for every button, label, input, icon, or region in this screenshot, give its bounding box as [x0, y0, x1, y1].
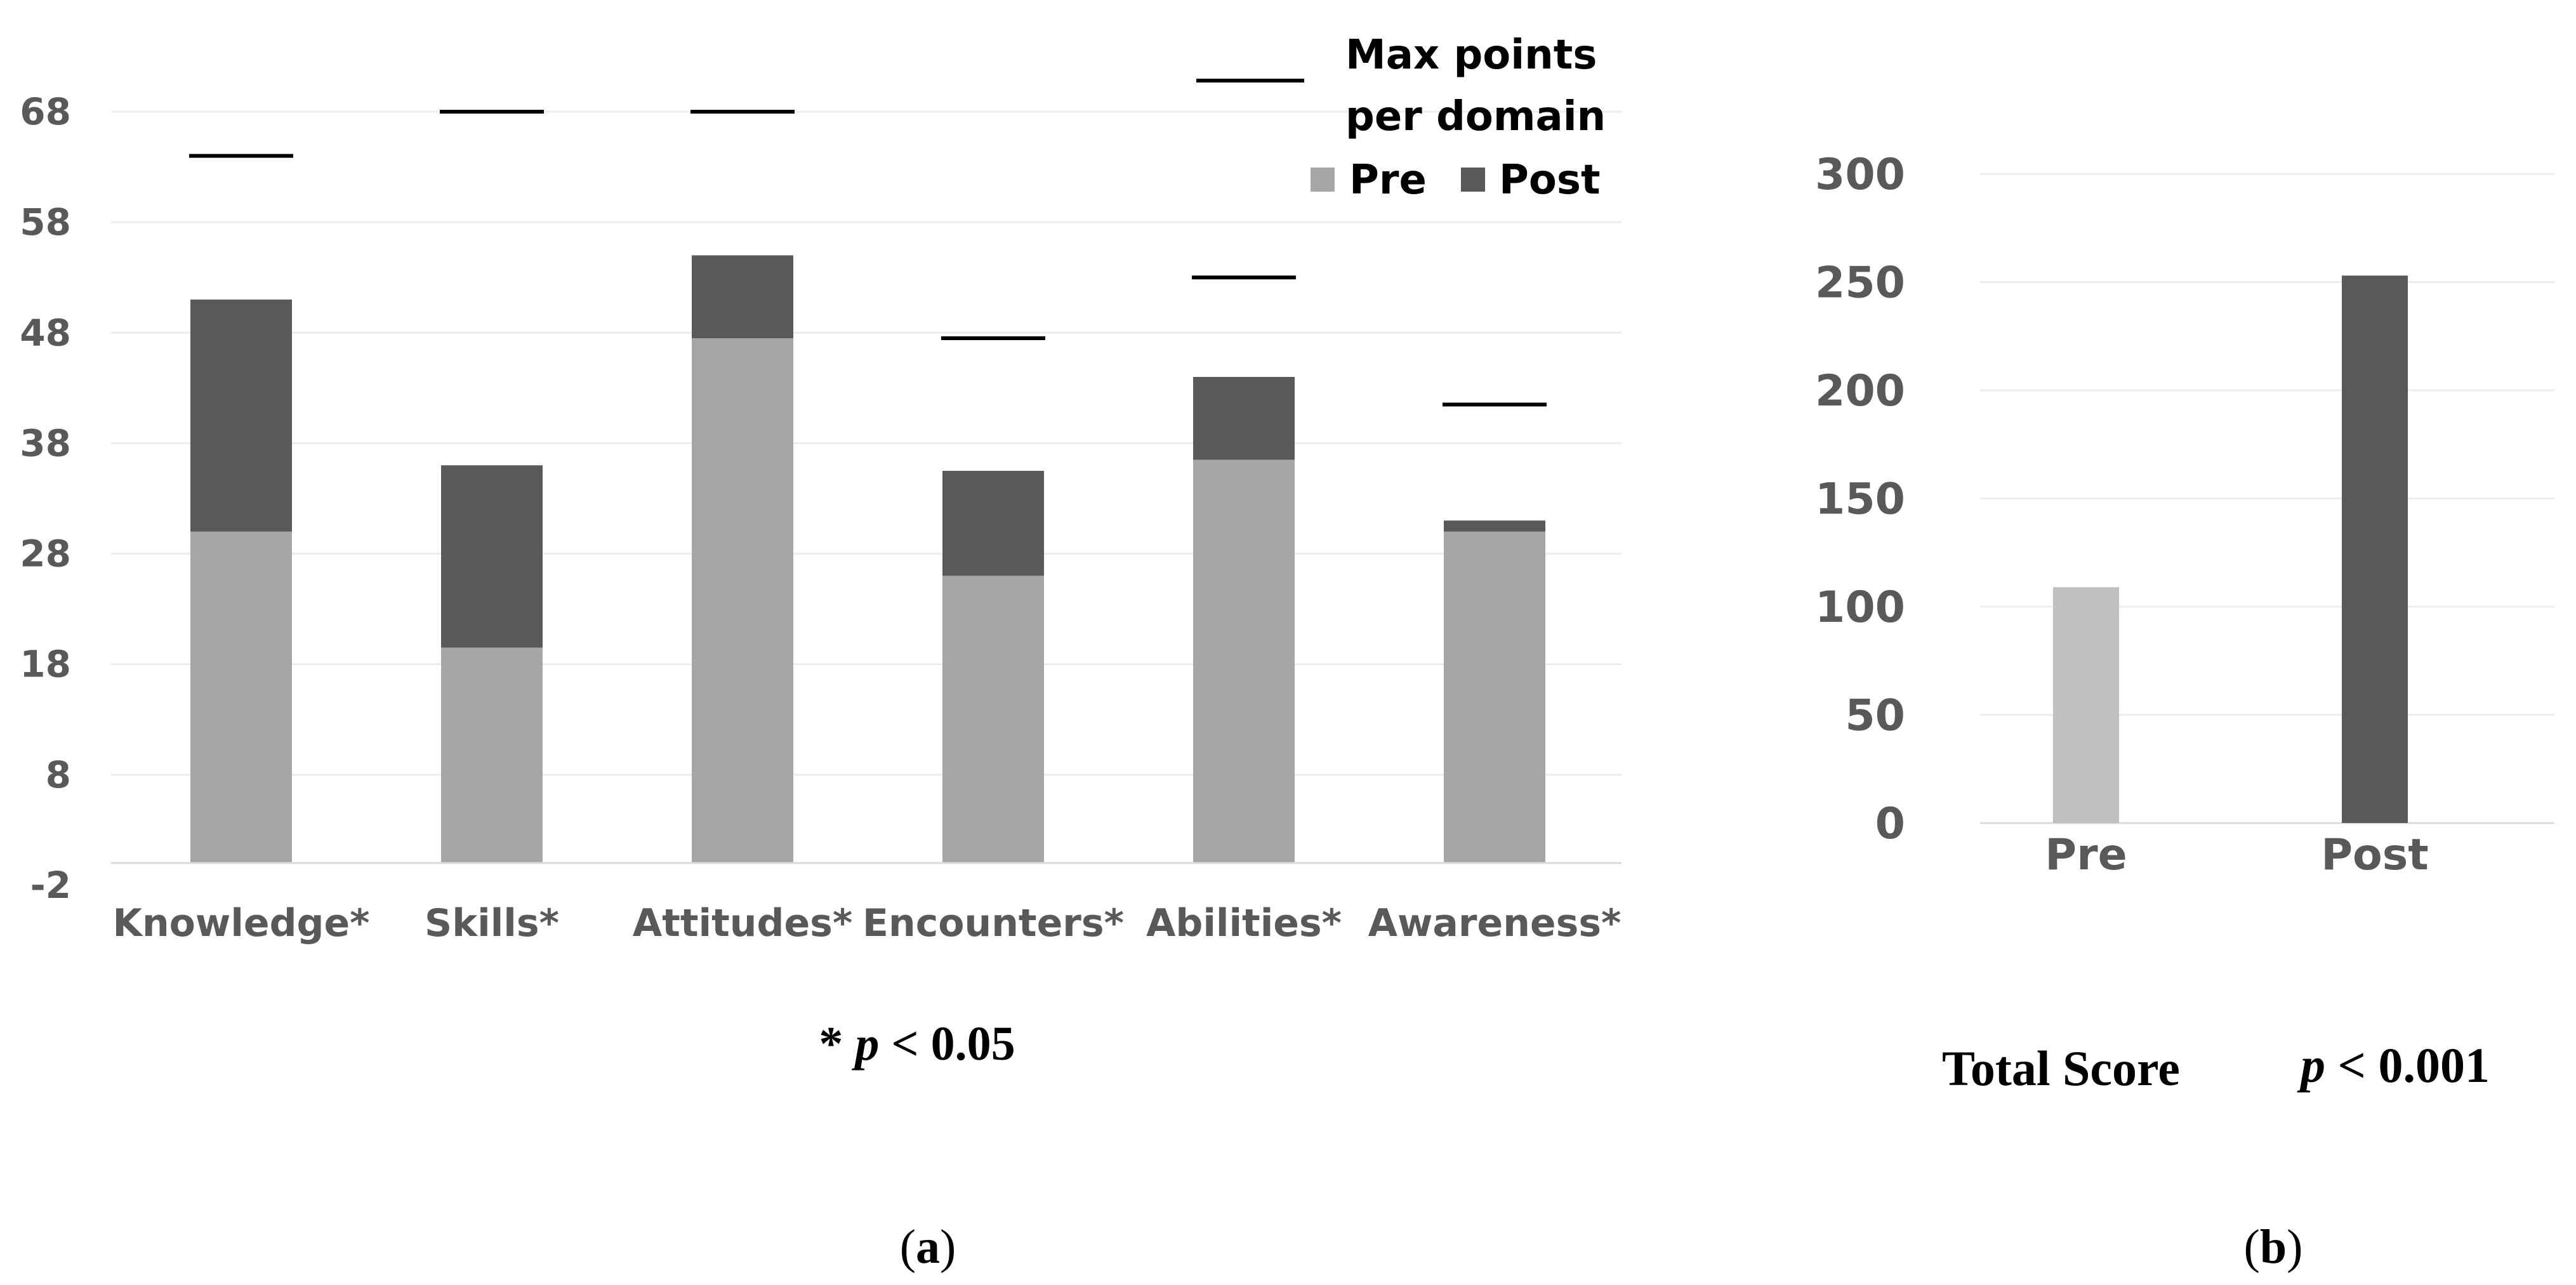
- b-ytick-label: 100: [1815, 583, 1905, 633]
- b-ytick-label: 0: [1875, 799, 1905, 849]
- a-significance-note: * p < 0.05: [819, 1017, 1015, 1071]
- a-bar-post: [190, 300, 292, 532]
- legend-post-label: Post: [1499, 157, 1601, 204]
- a-ytick-label: 18: [20, 643, 71, 686]
- a-bar-post: [692, 255, 793, 338]
- b-ytick-label: 50: [1845, 691, 1905, 741]
- a-xtick-label: Awareness*: [1368, 901, 1622, 946]
- a-bar-pre: [1444, 531, 1545, 864]
- a-xtick-label: Attitudes*: [633, 901, 853, 946]
- b-ytick-label: 250: [1815, 258, 1905, 308]
- a-bar-post: [1444, 520, 1545, 532]
- b-ytick-label: 150: [1815, 475, 1905, 525]
- a-ytick-label: 58: [20, 201, 71, 244]
- a-xtick-label: Skills*: [425, 901, 559, 946]
- a-bar-pre: [692, 338, 793, 864]
- panel-b-label: (b): [2244, 1220, 2303, 1274]
- a-ytick-label: -2: [30, 864, 71, 907]
- a-xtick-label: Encounters*: [862, 901, 1124, 946]
- panel-a-label: (a): [900, 1220, 956, 1274]
- a-bar-post: [1193, 376, 1295, 460]
- b-significance-note: p < 0.001: [2297, 1038, 2490, 1093]
- b-bar-post: [2342, 275, 2408, 823]
- panel-b-bar-chart: 0 50 100 150 200 250 300 Pre Post Total Score p…: [1815, 150, 2554, 1274]
- b-bar-pre: [2053, 587, 2119, 823]
- a-ytick-label: 38: [20, 421, 71, 465]
- a-legend: Max points per domain Pre Post: [1196, 32, 1606, 204]
- legend-post-swatch: [1461, 168, 1485, 192]
- a-bar-post: [942, 470, 1044, 576]
- a-bar-pre: [190, 531, 292, 864]
- a-ytick-label: 68: [20, 90, 71, 133]
- b-title: Total Score: [1942, 1041, 2180, 1096]
- a-xtick-label: Abilities*: [1146, 901, 1342, 946]
- b-ytick-label: 200: [1815, 366, 1905, 416]
- b-ytick-label: 300: [1815, 150, 1905, 200]
- a-bar-pre: [942, 576, 1044, 864]
- b-xtick-label: Post: [2321, 830, 2429, 880]
- a-bar-pre: [1193, 459, 1295, 864]
- b-xtick-label: Pre: [2045, 830, 2127, 880]
- legend-title-line-2: per domain: [1345, 93, 1606, 140]
- legend-pre-swatch: [1311, 168, 1335, 192]
- a-xtick-label: Knowledge*: [112, 901, 369, 946]
- a-bar-pre: [441, 647, 543, 864]
- panel-a-stacked-bar-chart: -2 8 18 28 38 48 58 68 Knowledge* Skills* Attitud…: [20, 32, 1622, 1274]
- a-bar-post: [441, 465, 543, 648]
- a-ytick-label: 8: [46, 753, 71, 796]
- legend-title-line-1: Max points: [1345, 32, 1597, 79]
- a-ytick-label: 28: [20, 532, 71, 576]
- legend-pre-label: Pre: [1349, 157, 1427, 204]
- a-ytick-label: 48: [20, 311, 71, 354]
